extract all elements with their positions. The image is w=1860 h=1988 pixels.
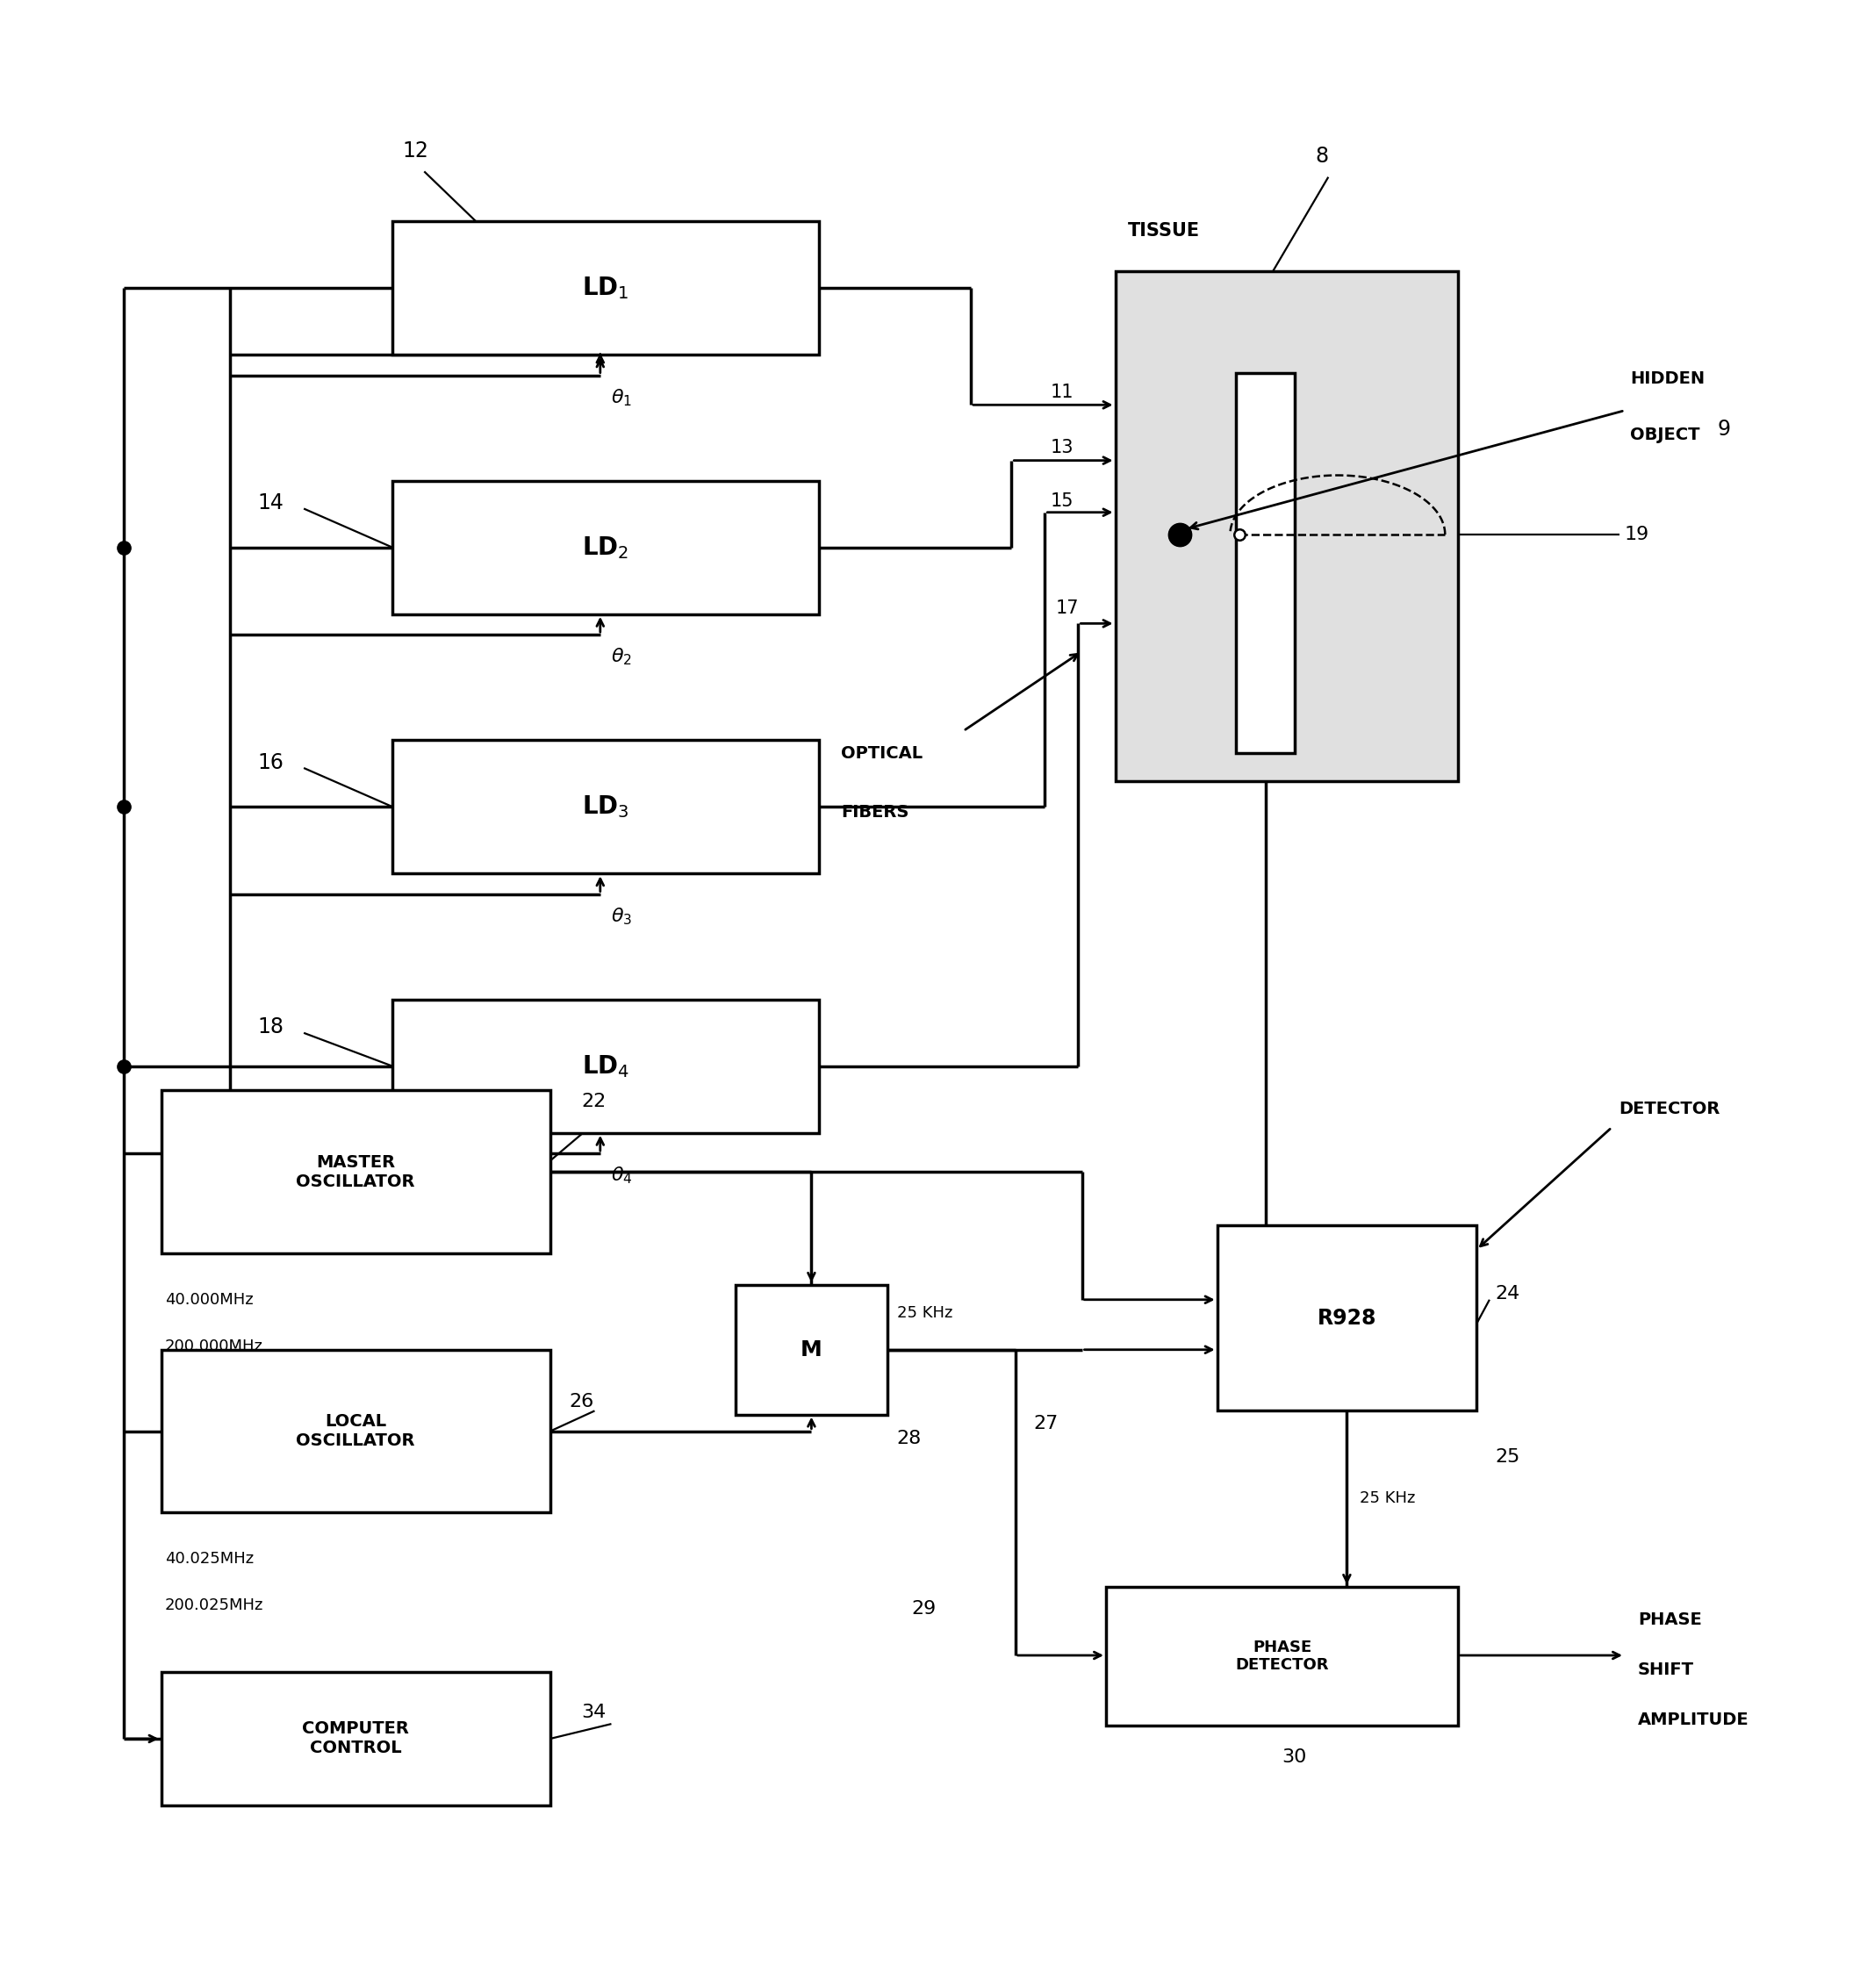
- Text: LD$_2$: LD$_2$: [582, 535, 629, 561]
- Text: 200.000MHz: 200.000MHz: [166, 1338, 262, 1354]
- Bar: [1116, 272, 1458, 781]
- Bar: [162, 1672, 551, 1805]
- Text: 25 KHz: 25 KHz: [1360, 1489, 1415, 1505]
- Text: 15: 15: [1051, 493, 1073, 511]
- Text: $\theta_4$: $\theta_4$: [612, 1165, 632, 1187]
- Bar: [162, 1089, 551, 1252]
- Text: $\theta_2$: $\theta_2$: [612, 646, 632, 668]
- Bar: [392, 481, 818, 614]
- Text: SHIFT: SHIFT: [1637, 1662, 1694, 1678]
- Text: 24: 24: [1495, 1286, 1520, 1302]
- Text: OPTICAL: OPTICAL: [841, 746, 923, 761]
- Text: 18: 18: [257, 1016, 285, 1038]
- Text: 40.000MHz: 40.000MHz: [166, 1292, 253, 1308]
- Text: 40.025MHz: 40.025MHz: [166, 1551, 253, 1567]
- Text: 13: 13: [1051, 439, 1073, 457]
- Text: PHASE: PHASE: [1637, 1612, 1702, 1628]
- Text: PHASE
DETECTOR: PHASE DETECTOR: [1235, 1640, 1328, 1674]
- Text: 8: 8: [1315, 147, 1328, 167]
- Text: 11: 11: [1051, 384, 1073, 402]
- Text: 19: 19: [1626, 525, 1650, 543]
- Bar: [735, 1284, 887, 1415]
- Text: MASTER
OSCILLATOR: MASTER OSCILLATOR: [296, 1153, 415, 1191]
- Text: 34: 34: [582, 1704, 606, 1722]
- Text: FIBERS: FIBERS: [841, 803, 910, 821]
- Text: $\theta_3$: $\theta_3$: [612, 907, 632, 926]
- Text: TISSUE: TISSUE: [1129, 223, 1200, 239]
- Bar: [392, 221, 818, 356]
- Text: 12: 12: [402, 141, 428, 161]
- Text: LD$_3$: LD$_3$: [582, 793, 629, 819]
- Text: 9: 9: [1717, 417, 1730, 439]
- Bar: [1216, 1225, 1477, 1411]
- Text: 200.025MHz: 200.025MHz: [166, 1598, 264, 1612]
- Text: LD$_4$: LD$_4$: [582, 1054, 631, 1079]
- Text: HIDDEN: HIDDEN: [1631, 370, 1706, 388]
- Text: 25: 25: [1495, 1449, 1520, 1465]
- Text: 22: 22: [582, 1093, 606, 1109]
- Bar: [392, 1000, 818, 1133]
- Text: 25 KHz: 25 KHz: [897, 1304, 952, 1320]
- Text: 28: 28: [897, 1429, 921, 1447]
- Text: R928: R928: [1317, 1308, 1376, 1328]
- Text: LOCAL
OSCILLATOR: LOCAL OSCILLATOR: [296, 1413, 415, 1449]
- Text: 16: 16: [257, 751, 285, 773]
- Text: 17: 17: [1056, 600, 1079, 618]
- Bar: [1107, 1586, 1458, 1726]
- Text: LD$_1$: LD$_1$: [582, 274, 629, 302]
- Text: 29: 29: [911, 1600, 936, 1618]
- Text: 30: 30: [1282, 1749, 1308, 1765]
- Bar: [1235, 374, 1295, 753]
- Bar: [392, 740, 818, 873]
- Text: OBJECT: OBJECT: [1631, 425, 1700, 443]
- Text: COMPUTER
CONTROL: COMPUTER CONTROL: [301, 1722, 409, 1757]
- Text: AMPLITUDE: AMPLITUDE: [1637, 1712, 1748, 1728]
- Text: DETECTOR: DETECTOR: [1620, 1101, 1721, 1117]
- Text: 14: 14: [257, 493, 285, 513]
- Bar: [162, 1350, 551, 1513]
- Text: 27: 27: [1034, 1415, 1058, 1433]
- Text: $\theta_1$: $\theta_1$: [612, 388, 632, 408]
- Text: 26: 26: [569, 1394, 593, 1409]
- Text: M: M: [800, 1340, 822, 1360]
